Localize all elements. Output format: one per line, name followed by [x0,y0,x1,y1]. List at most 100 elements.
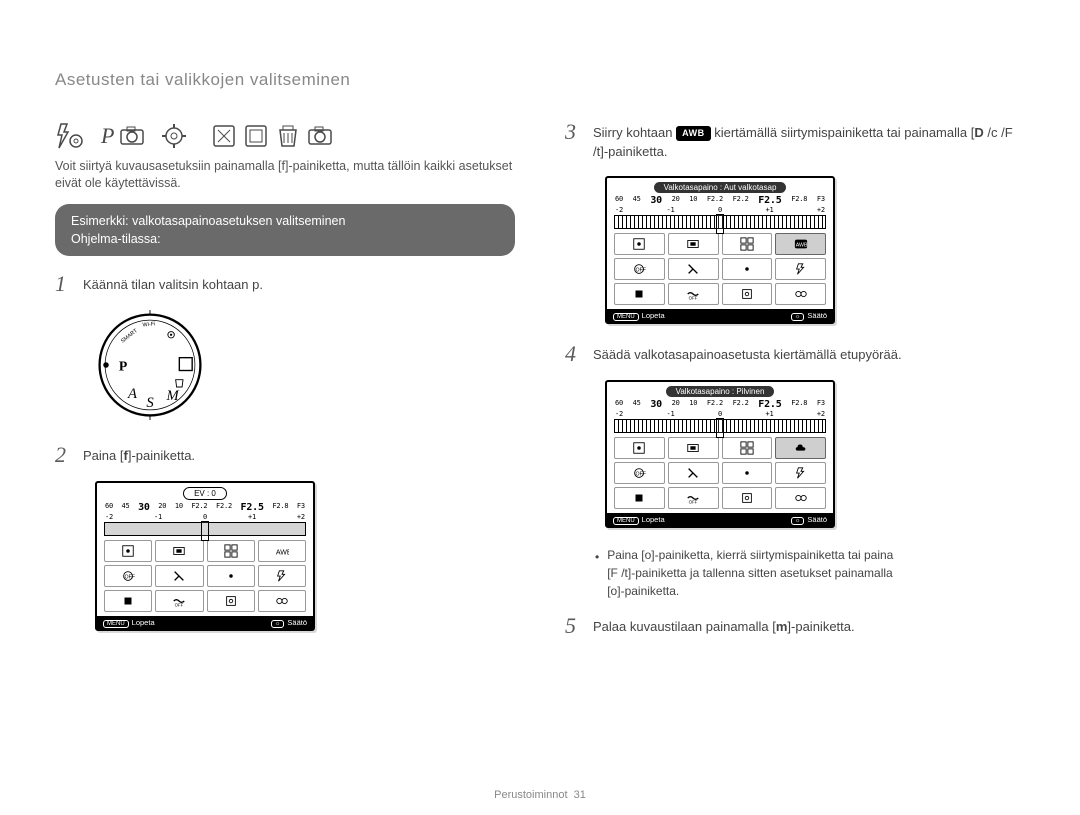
flash-gear-icon [55,122,83,150]
example-line2: Ohjelma-tilassa: [71,232,161,246]
screen4-axis2: -2-10+1+2 [611,410,829,418]
screen4-footer: MENULopeta ☼Säätö [607,513,833,526]
grid-cell [668,462,719,484]
step-2-number: 2 [55,443,73,467]
box-camera-icon-2 [242,122,270,150]
mode-dial-illustration: P SMART Wi-Fi A S M [95,310,515,425]
grid-cell [614,437,665,459]
grid-cell: AWB [258,540,306,562]
grid-cell [775,487,826,509]
grid-cell: OFF [614,462,665,484]
grid-cell: OFF [155,590,203,612]
page-footer: Perustoiminnot 31 [0,789,1080,801]
svg-text:S: S [146,395,154,411]
grid-cell [722,258,773,280]
screen2-grid: AWB OFF OFF [101,538,309,614]
grid-cell [722,487,773,509]
step-1: 1 Käännä tilan valitsin kohtaan p. [55,272,515,296]
grid-cell [668,258,719,280]
grid-cell [775,462,826,484]
grid-cell: OFF [668,283,719,305]
left-column: P Voit siirtyä kuvausasetuksiin painam [55,120,515,652]
screen3-slider [614,215,826,229]
two-column-layout: P Voit siirtyä kuvausasetuksiin painam [55,120,1025,652]
intro-paragraph: Voit siirtyä kuvausasetuksiin painamalla… [55,158,515,192]
grid-cell [207,565,255,587]
svg-text:OFF: OFF [125,575,136,581]
screen4-grid: OFF OFF [611,435,829,511]
grid-cell [155,565,203,587]
step-4-number: 4 [565,342,583,366]
grid-cell [614,487,665,509]
step-3-number: 3 [565,120,583,144]
grid-cell-cloud-hl [775,437,826,459]
step-3-text: Siirry kohtaan AWB kiertämällä siirtymis… [593,120,1025,162]
gear-icon [160,122,188,150]
bullet-note: • Paina [o]-painiketta, kierrä siirtymis… [595,546,1025,600]
step-5: 5 Palaa kuvaustilaan painamalla [m]-pain… [565,614,1025,638]
screen4-axis1: 6045302010F2.2F2.2F2.5F2.8F3 [611,399,829,410]
step-5-text: Palaa kuvaustilaan painamalla [m]-painik… [593,614,855,637]
step-3: 3 Siirry kohtaan AWB kiertämällä siirtym… [565,120,1025,162]
screen3-axis1: 6045302010F2.2F2.2F2.5F2.8F3 [611,195,829,206]
grid-cell-awb-hl: AWB [775,233,826,255]
grid-cell [155,540,203,562]
grid-cell [104,540,152,562]
step2-c: ]-painiketta. [128,448,195,463]
grid-cell [722,233,773,255]
camera-icon-2 [306,122,334,150]
example-pill: Esimerkki: valkotasapainoasetuksen valit… [55,204,515,256]
screen2-slider [104,522,306,536]
step-1-number: 1 [55,272,73,296]
mode-icon-row: P [55,120,515,152]
step2-a: Paina [ [83,448,123,463]
screen4-slider [614,419,826,433]
step-1-text: Käännä tilan valitsin kohtaan p. [83,272,263,295]
awb-badge-icon: AWB [676,126,711,141]
screen2-axis1: 6045302010F2.2F2.2F2.5F2.8F3 [101,502,309,513]
svg-text:M: M [166,388,180,404]
svg-text:Wi-Fi: Wi-Fi [142,322,155,329]
grid-cell [258,590,306,612]
grid-cell [722,283,773,305]
grid-cell [722,462,773,484]
svg-text:OFF: OFF [689,295,698,300]
screen3-grid: AWB OFF OFF [611,231,829,307]
right-column: 3 Siirry kohtaan AWB kiertämällä siirtym… [565,120,1025,652]
svg-text:P: P [119,359,128,374]
example-line1: Esimerkki: valkotasapainoasetuksen valit… [71,214,345,228]
screen4-title: Valkotasapaino : Pilvinen [666,386,775,397]
camera-screen-2: EV : 0 6045302010F2.2F2.2F2.5F2.8F3 -2-1… [95,481,515,631]
svg-text:OFF: OFF [689,499,698,504]
screen2-title: EV : 0 [183,487,227,500]
grid-cell [207,590,255,612]
screen2-axis2: -2-10+1+2 [101,513,309,521]
svg-text:OFF: OFF [636,267,647,273]
box-camera-icon-1 [210,122,238,150]
page-header: Asetusten tai valikkojen valitseminen [55,70,1025,90]
grid-cell [668,437,719,459]
grid-cell [775,258,826,280]
step-2: 2 Paina [f]-painiketta. [55,443,515,467]
bullet-dot-icon: • [595,548,599,600]
screen2-footer: MENULopeta ☼Säätö [97,616,313,629]
screen3-footer: MENULopeta ☼Säätö [607,309,833,322]
step-4-text: Säädä valkotasapainoasetusta kiertämällä… [593,342,902,365]
trash-camera-icon [274,122,302,150]
grid-cell [668,233,719,255]
grid-cell: OFF [104,565,152,587]
grid-cell: OFF [614,258,665,280]
step-4: 4 Säädä valkotasapainoasetusta kiertämäl… [565,342,1025,366]
camera-screen-4: Valkotasapaino : Pilvinen 6045302010F2.2… [605,380,1025,528]
svg-text:A: A [127,386,137,402]
grid-cell [207,540,255,562]
grid-cell [614,283,665,305]
grid-cell: OFF [668,487,719,509]
grid-cell [258,565,306,587]
svg-text:AWB: AWB [795,242,807,248]
grid-cell [775,283,826,305]
svg-text:OFF: OFF [175,603,184,608]
step-5-number: 5 [565,614,583,638]
step-2-text: Paina [f]-painiketta. [83,443,195,466]
grid-cell [104,590,152,612]
